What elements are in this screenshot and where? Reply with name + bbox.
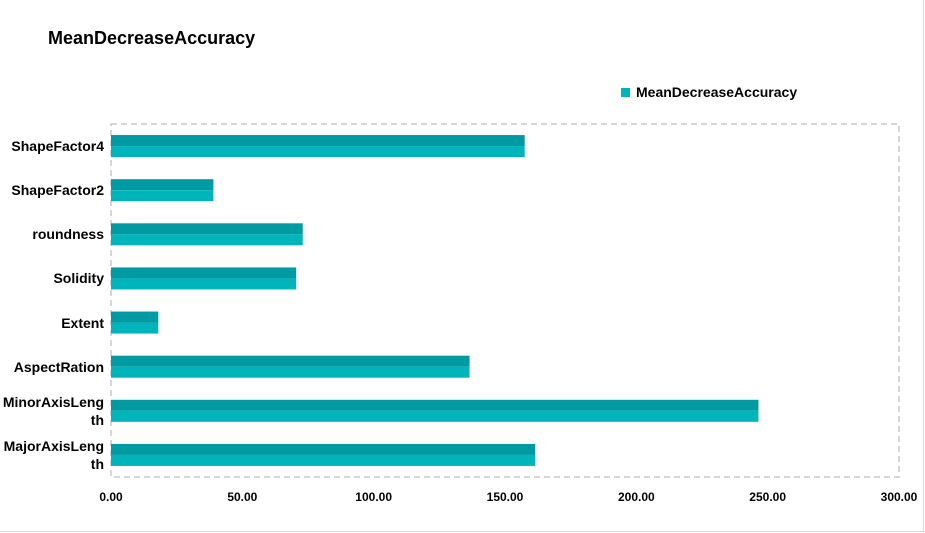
bar-lower — [111, 234, 303, 246]
bar — [111, 179, 214, 202]
legend-swatch — [621, 87, 630, 97]
category-label: Extent — [61, 314, 104, 331]
bar-lower — [111, 410, 759, 422]
bar — [111, 223, 303, 246]
category-label: roundness — [32, 226, 104, 243]
legend: MeanDecreaseAccuracy — [621, 84, 797, 100]
bar — [111, 443, 536, 466]
x-tick-label: 50.00 — [227, 490, 258, 504]
category-label: ShapeFactor4 — [11, 138, 104, 155]
x-tick-label: 300.00 — [880, 490, 918, 504]
bar-lower — [111, 146, 525, 158]
bar-upper — [111, 267, 297, 279]
x-tick-label: 0.00 — [99, 490, 123, 504]
bar-upper — [111, 443, 536, 455]
bar — [111, 399, 759, 422]
bar — [111, 311, 159, 334]
bar — [111, 135, 525, 158]
category-label: ShapeFactor2 — [11, 182, 104, 199]
bar-lower — [111, 454, 536, 466]
bar-lower — [111, 366, 470, 378]
bar-upper — [111, 311, 159, 323]
legend-label: MeanDecreaseAccuracy — [636, 84, 798, 100]
plot-border — [110, 123, 900, 478]
bar-lower — [111, 190, 214, 202]
bar-lower — [111, 278, 297, 290]
bar — [111, 267, 297, 290]
bar-upper — [111, 399, 759, 411]
category-label: MinorAxisLength — [2, 393, 104, 428]
category-label: MajorAxisLength — [3, 437, 104, 472]
chart-title: MeanDecreaseAccuracy — [48, 28, 256, 48]
bar-upper — [111, 223, 303, 235]
bar-upper — [111, 135, 525, 147]
bar — [111, 355, 470, 378]
bar-upper — [111, 179, 214, 191]
category-label: AspectRation — [13, 358, 104, 375]
x-tick-label: 250.00 — [749, 490, 786, 504]
x-tick-label: 100.00 — [355, 490, 392, 504]
x-tick-label: 150.00 — [486, 490, 524, 504]
bar-upper — [111, 355, 470, 367]
bar-lower — [111, 322, 159, 334]
category-label: Solidity — [53, 270, 104, 287]
x-tick-label: 200.00 — [617, 490, 655, 504]
